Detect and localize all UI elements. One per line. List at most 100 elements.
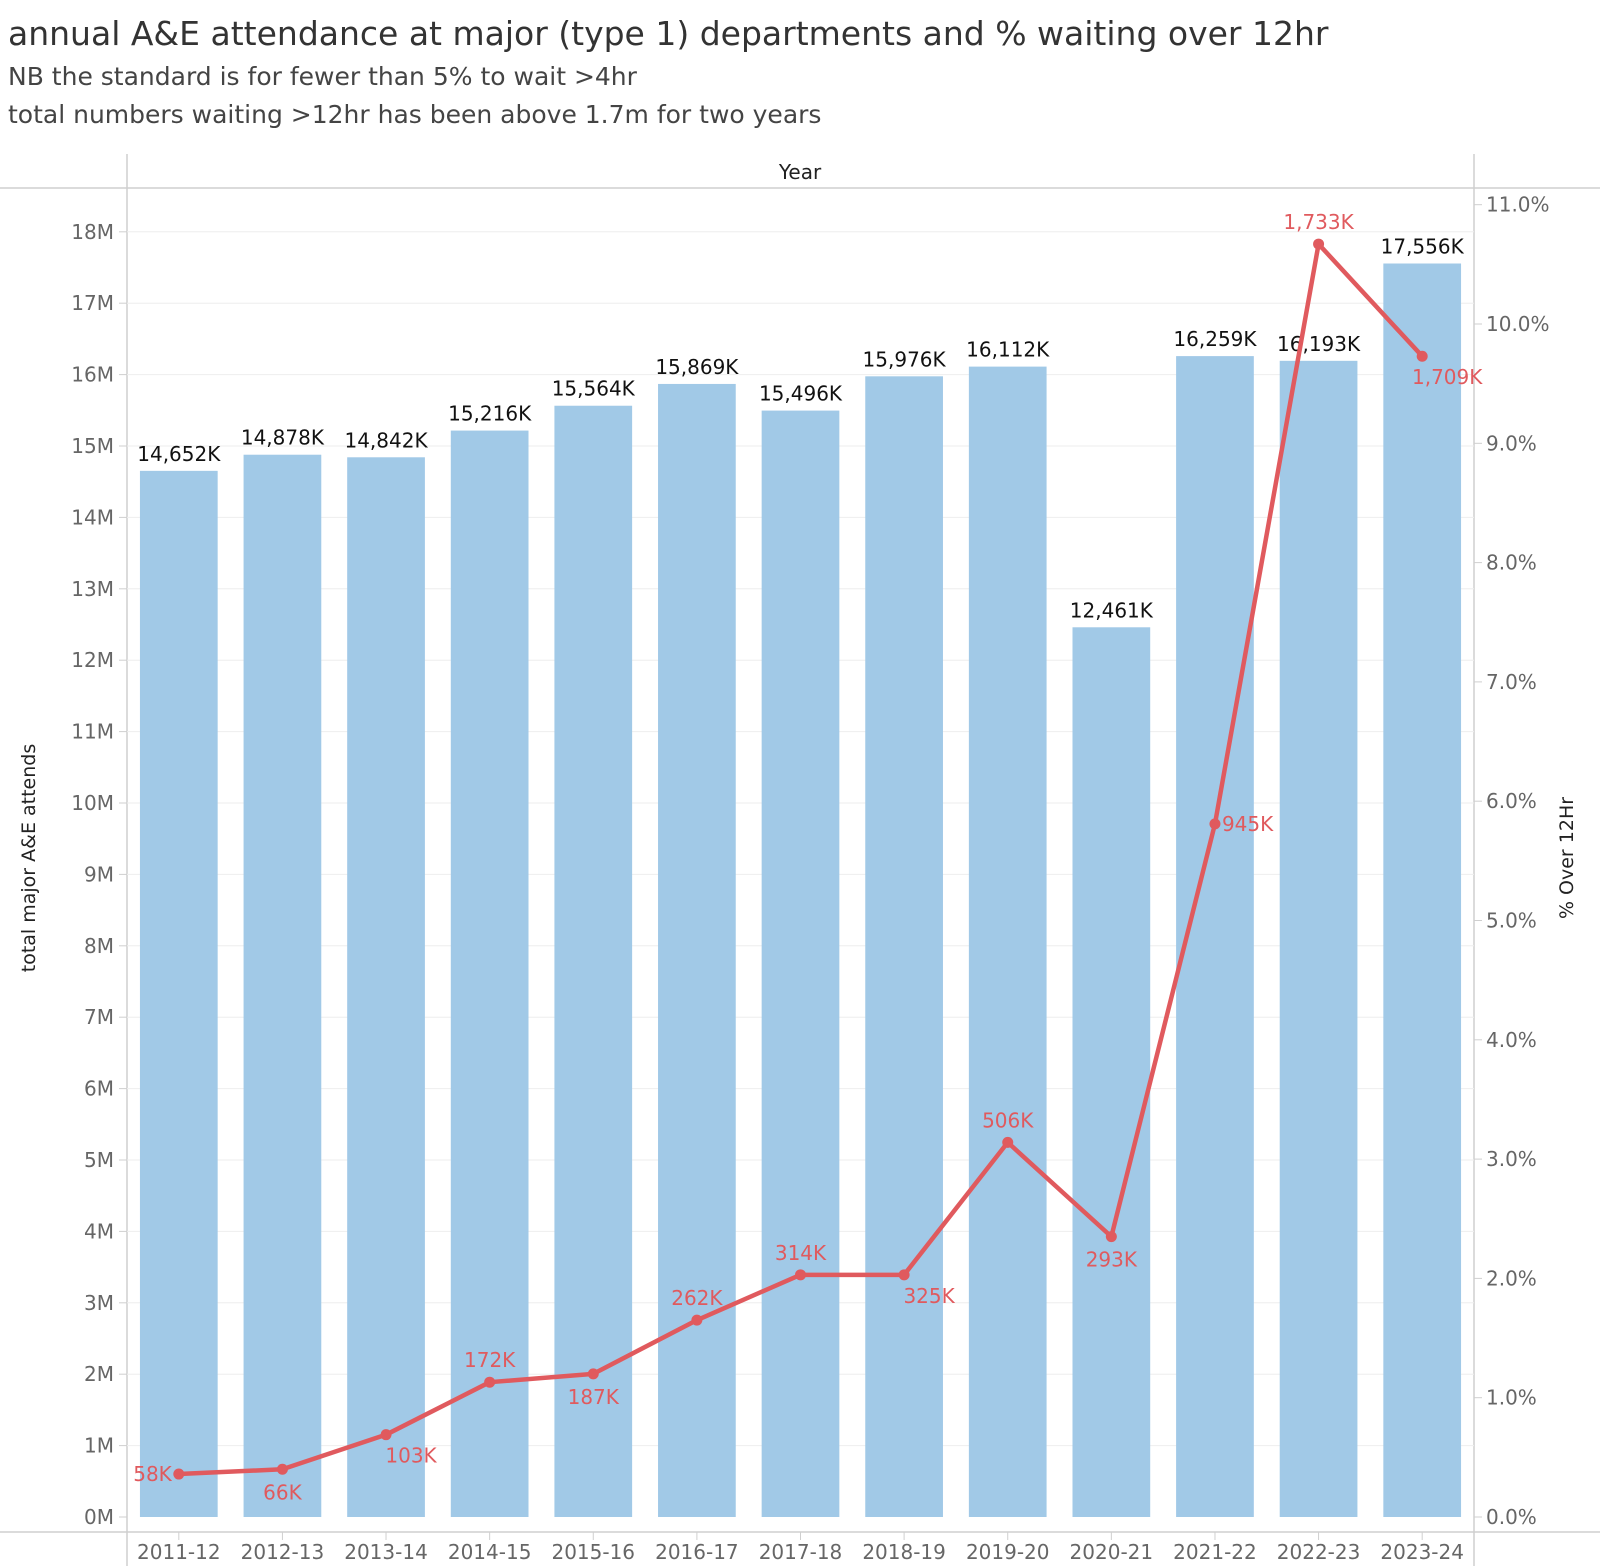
chart-title: annual A&E attendance at major (type 1) … xyxy=(8,14,1329,53)
y2-tick-label: 9.0% xyxy=(1486,431,1537,455)
y-tick-label: 6M xyxy=(84,1077,114,1101)
y-tick-label: 18M xyxy=(71,220,114,244)
line-data-label: 187K xyxy=(568,1385,620,1409)
line-point xyxy=(795,1269,806,1281)
x-tick-label: 2018-19 xyxy=(862,1540,946,1564)
y2-tick-label: 2.0% xyxy=(1486,1266,1537,1290)
bar-data-label: 15,496K xyxy=(759,382,843,406)
y2-axis-label: % Over 12Hr xyxy=(1556,797,1578,919)
line-point xyxy=(173,1468,185,1480)
line-point xyxy=(1313,238,1325,250)
y2-tick-label: 11.0% xyxy=(1486,193,1550,217)
y-tick-label: 7M xyxy=(84,1005,114,1029)
x-header-label: Year xyxy=(778,160,822,184)
bar-data-label: 16,259K xyxy=(1173,327,1257,351)
y-tick-label: 13M xyxy=(71,577,114,601)
bar-data-label: 16,112K xyxy=(966,338,1050,362)
y2-tick-label: 10.0% xyxy=(1486,312,1550,336)
bar-data-label: 15,564K xyxy=(552,377,636,401)
bar xyxy=(865,376,943,1517)
y2-tick-label: 3.0% xyxy=(1486,1147,1537,1171)
bar xyxy=(1072,627,1151,1517)
bar xyxy=(1176,356,1254,1517)
x-tick-label: 2019-20 xyxy=(966,1540,1050,1564)
line-data-label: 66K xyxy=(263,1480,302,1504)
y-tick-label: 9M xyxy=(84,862,114,886)
y-tick-label: 0M xyxy=(84,1505,114,1529)
y-tick-label: 14M xyxy=(71,505,114,529)
bar-data-label: 14,878K xyxy=(241,426,325,450)
x-tick-label: 2015-16 xyxy=(551,1540,635,1564)
y-axis-ticks: 0M 1M 2M 3M 4M 5M 6M 7M 8M 9M 10M 11M 12M 13M 14M 15M 16… xyxy=(71,220,127,1529)
bar-data-label: 15,216K xyxy=(448,402,532,426)
line-data-label: 1,733K xyxy=(1283,210,1354,234)
bar xyxy=(658,383,736,1518)
bar-data-label: 16,193K xyxy=(1277,332,1361,356)
y-tick-label: 5M xyxy=(84,1148,114,1172)
chart-subtitle-1: NB the standard is for fewer than 5% to … xyxy=(8,62,637,91)
y2-tick-label: 7.0% xyxy=(1486,670,1537,694)
y2-tick-label: 6.0% xyxy=(1486,789,1537,813)
y-axis-label: total major A&E attends xyxy=(18,744,40,972)
line-point xyxy=(1105,1231,1117,1243)
chart-subtitle-2: total numbers waiting >12hr has been abo… xyxy=(8,100,822,129)
y-tick-label: 2M xyxy=(84,1362,114,1386)
line-data-label: 325K xyxy=(903,1284,955,1308)
line-point xyxy=(1002,1136,1014,1148)
line-point xyxy=(1416,350,1428,362)
y2-tick-label: 8.0% xyxy=(1486,551,1537,575)
line-data-label: 172K xyxy=(464,1348,516,1372)
bar xyxy=(450,430,529,1517)
line-data-label: 314K xyxy=(775,1241,827,1265)
bar-data-label: 14,842K xyxy=(344,428,428,452)
line-data-label: 58K xyxy=(133,1462,172,1486)
y2-tick-label: 5.0% xyxy=(1486,909,1537,933)
bar xyxy=(243,454,322,1517)
bar-data-label: 15,976K xyxy=(863,347,947,371)
bar-data-label: 12,461K xyxy=(1070,598,1154,622)
line-point xyxy=(1209,818,1221,830)
y-tick-label: 11M xyxy=(71,720,114,744)
bar-data-label: 14,652K xyxy=(137,442,221,466)
x-tick-label: 2011-12 xyxy=(137,1540,221,1564)
bar xyxy=(968,366,1047,1517)
bar-series: 14,652K 14,878K 14,842K 15,216K 15,564K 15,86… xyxy=(137,235,1465,1518)
line-point xyxy=(484,1376,496,1388)
y-tick-label: 8M xyxy=(84,934,114,958)
line-point xyxy=(587,1368,599,1380)
y2-axis-ticks: 0.0% 1.0% 2.0% 3.0% 4.0% 5.0% 6.0% 7.0% 8.0% 9.0%… xyxy=(1474,193,1550,1529)
y-tick-label: 10M xyxy=(71,791,114,815)
x-axis-ticks: 2011-12 2012-13 2013-14 2014-15 2015-16 2016-… xyxy=(137,1532,1464,1564)
line-point xyxy=(898,1269,910,1281)
bar xyxy=(347,457,425,1517)
y-tick-label: 4M xyxy=(84,1219,114,1243)
line-series: 58K 66K 103K 172K 187K 262K 314K 325K 506K 293K 94… xyxy=(133,210,1483,1504)
x-tick-label: 2013-14 xyxy=(344,1540,428,1564)
line-data-label: 262K xyxy=(671,1286,723,1310)
bar xyxy=(761,410,840,1518)
x-tick-label: 2016-17 xyxy=(655,1540,739,1564)
x-tick-label: 2012-13 xyxy=(241,1540,325,1564)
bar xyxy=(139,470,218,1518)
bar-data-label: 15,869K xyxy=(655,355,739,379)
line-point xyxy=(380,1429,392,1441)
y-tick-label: 15M xyxy=(71,434,114,458)
y2-tick-label: 1.0% xyxy=(1486,1386,1537,1410)
bar xyxy=(1279,360,1358,1517)
line-data-label: 945K xyxy=(1222,812,1274,836)
bar-data-label: 17,556K xyxy=(1381,235,1465,259)
x-tick-label: 2020-21 xyxy=(1070,1540,1154,1564)
line-data-label: 293K xyxy=(1086,1248,1138,1272)
y-tick-label: 12M xyxy=(71,648,114,672)
y-tick-label: 16M xyxy=(71,363,114,387)
bar xyxy=(554,405,633,1517)
x-tick-label: 2023-24 xyxy=(1380,1540,1464,1564)
line-point xyxy=(276,1463,288,1475)
x-tick-label: 2022-23 xyxy=(1277,1540,1361,1564)
line-data-label: 506K xyxy=(982,1108,1034,1132)
line-data-label: 1,709K xyxy=(1412,365,1483,389)
line-data-label: 103K xyxy=(385,1444,437,1468)
y2-tick-label: 0.0% xyxy=(1486,1505,1537,1529)
x-tick-label: 2014-15 xyxy=(448,1540,532,1564)
